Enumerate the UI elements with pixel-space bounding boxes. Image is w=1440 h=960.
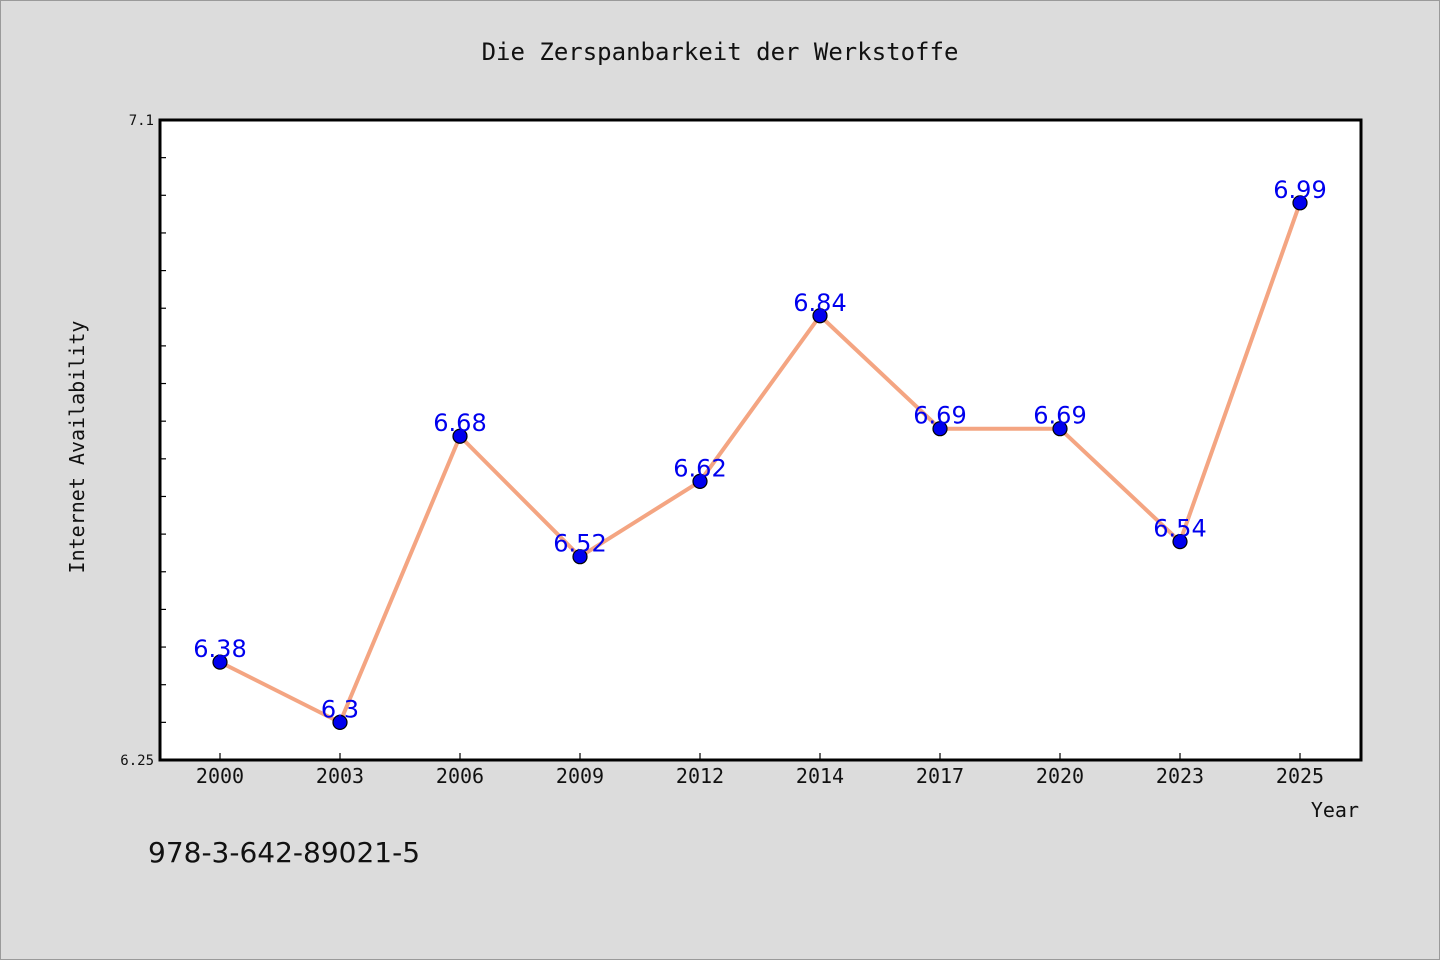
x-tick-label: 2009 — [556, 764, 604, 788]
isbn-footer: 978-3-642-89021-5 — [148, 836, 420, 869]
x-tick-label: 2012 — [676, 764, 724, 788]
y-axis-ticks: 6.25 7.1 — [120, 113, 166, 769]
data-point — [452, 428, 468, 444]
data-point — [932, 421, 948, 437]
data-label: 6.54 — [1153, 515, 1206, 543]
y-tick-label: 7.1 — [129, 113, 154, 129]
data-label: 6.38 — [193, 635, 246, 663]
data-point — [572, 549, 588, 565]
data-point — [1052, 421, 1068, 437]
data-label: 6.52 — [553, 530, 606, 558]
data-point — [692, 473, 708, 490]
x-tick-label: 2006 — [436, 764, 484, 788]
x-axis-ticks: 2000 2003 2006 2009 2012 2014 2017 2020 2023 2025 — [196, 753, 1324, 788]
data-point — [812, 308, 828, 324]
data-label: 6.62 — [673, 454, 726, 482]
x-tick-label: 2023 — [1156, 764, 1204, 788]
data-label: 6.99 — [1273, 176, 1326, 204]
chart-title: Die Zerspanbarkeit der Werkstoffe — [482, 38, 959, 66]
data-label: 6.3 — [321, 695, 359, 723]
x-tick-label: 2017 — [916, 764, 964, 788]
series-line — [219, 202, 1302, 725]
x-tick-label: 2025 — [1276, 764, 1324, 788]
x-tick-label: 2020 — [1036, 764, 1084, 788]
data-label: 6.69 — [913, 402, 966, 430]
data-label: 6.84 — [793, 289, 846, 317]
y-tick-label: 6.25 — [120, 753, 154, 769]
data-point — [1172, 534, 1188, 550]
data-point — [212, 654, 228, 670]
x-axis-label: Year — [1311, 798, 1359, 822]
data-point — [332, 714, 348, 730]
data-label: 6.68 — [433, 409, 486, 437]
x-tick-label: 2003 — [316, 764, 364, 788]
data-label: 6.69 — [1033, 402, 1086, 430]
data-point — [1292, 195, 1308, 211]
x-tick-label: 2000 — [196, 764, 244, 788]
plot-area — [158, 118, 1363, 762]
y-axis-label: Internet Availability — [65, 321, 89, 574]
x-tick-label: 2014 — [796, 764, 844, 788]
series-layer: 6.38 6.3 6.68 6.52 6.62 6.84 6.69 6.69 6.54 6.99 — [193, 176, 1327, 730]
